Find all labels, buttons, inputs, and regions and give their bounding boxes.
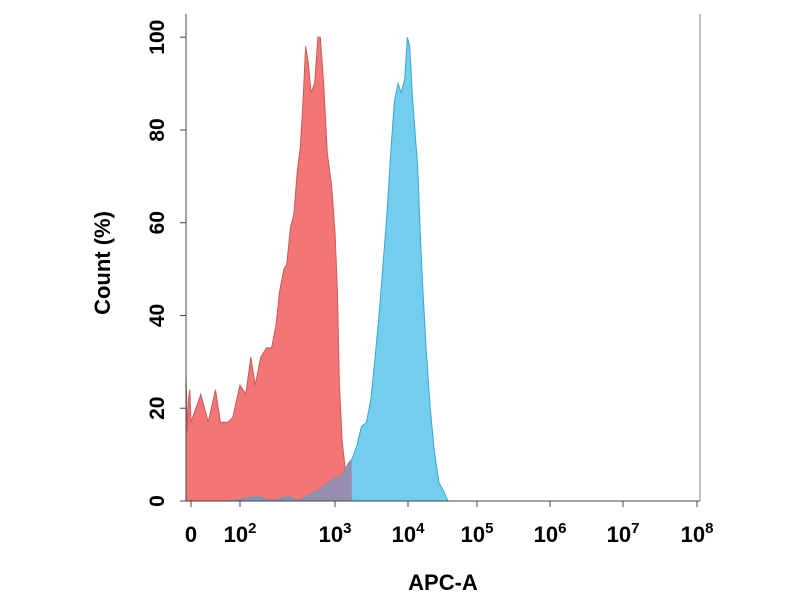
x-tick-label: 106: [534, 520, 567, 547]
y-tick-label: 60: [146, 211, 169, 234]
x-tick-label: 0: [185, 522, 197, 547]
x-axis-title: APC-A: [408, 570, 478, 595]
x-tick-label: 107: [607, 520, 640, 547]
y-tick-label: 40: [146, 304, 169, 327]
x-tick-label: 108: [681, 520, 714, 547]
series-area-2: [230, 37, 449, 502]
y-tick-label: 100: [146, 20, 169, 55]
y-tick-label: 0: [146, 495, 169, 507]
y-tick-label: 20: [146, 397, 169, 420]
x-axis-ticks: 0 102 103 104 105 106 107 108: [185, 501, 714, 547]
x-tick-label: 103: [319, 520, 352, 547]
y-axis-title: Count (%): [90, 211, 115, 315]
x-tick-label: 104: [392, 520, 425, 547]
x-tick-label: 105: [461, 520, 494, 547]
x-tick-label: 102: [224, 520, 257, 547]
series-overlap-area: [230, 459, 352, 501]
series-layer: [185, 36, 449, 502]
plot-frame: [185, 14, 701, 502]
y-tick-label: 80: [146, 118, 169, 141]
series-area-1: [185, 36, 355, 502]
y-axis-ticks: 0 20 40 60 80 100: [146, 20, 186, 507]
